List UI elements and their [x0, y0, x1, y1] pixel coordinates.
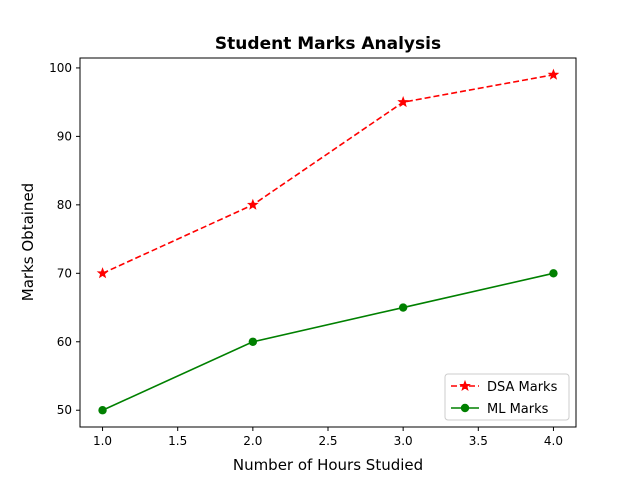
- data-point: [398, 303, 408, 312]
- legend-label: DSA Marks: [487, 380, 558, 395]
- y-tick-label: 60: [57, 335, 72, 349]
- y-tick-label: 100: [49, 61, 72, 75]
- data-point: [96, 267, 109, 279]
- series-line: [102, 272, 554, 411]
- x-axis-label: Number of Hours Studied: [233, 456, 423, 474]
- data-point: [247, 198, 259, 210]
- y-tick-label: 70: [57, 266, 72, 280]
- chart-title: Student Marks Analysis: [215, 34, 441, 54]
- x-tick-label: 3.5: [469, 434, 488, 448]
- axes-layer: 1.0 1.5 2.0 2.5 3.0 3.5 4.0 50 60 70 80 90 100: [49, 57, 577, 448]
- x-tick-label: 1.0: [93, 434, 112, 448]
- data-point: [549, 269, 558, 278]
- x-tick-label: 4.0: [544, 434, 563, 448]
- series-2: [98, 269, 558, 415]
- legend: DSA Marks ML Marks: [444, 373, 570, 421]
- series-1: [96, 68, 560, 279]
- x-tick-label: 2.0: [243, 434, 262, 448]
- x-tick-label: 2.5: [318, 434, 337, 448]
- y-tick-label: 50: [57, 403, 72, 417]
- y-axis-label: Marks Obtained: [19, 183, 37, 301]
- legend-marker: [460, 403, 470, 413]
- y-tick-label: 80: [57, 198, 72, 212]
- data-point: [98, 406, 107, 415]
- y-tick-label: 90: [57, 129, 72, 143]
- series-line: [102, 73, 554, 275]
- data-point: [248, 337, 258, 346]
- x-tick-label: 1.5: [168, 434, 187, 448]
- legend-label: ML Marks: [487, 402, 549, 417]
- legend-item: DSA Marks: [451, 379, 558, 395]
- legend-item: ML Marks: [451, 402, 549, 417]
- legend-marker: [459, 379, 471, 391]
- series-layer: [96, 68, 560, 415]
- x-tick-label: 3.0: [394, 434, 413, 448]
- data-point: [547, 68, 560, 80]
- data-point: [397, 96, 409, 108]
